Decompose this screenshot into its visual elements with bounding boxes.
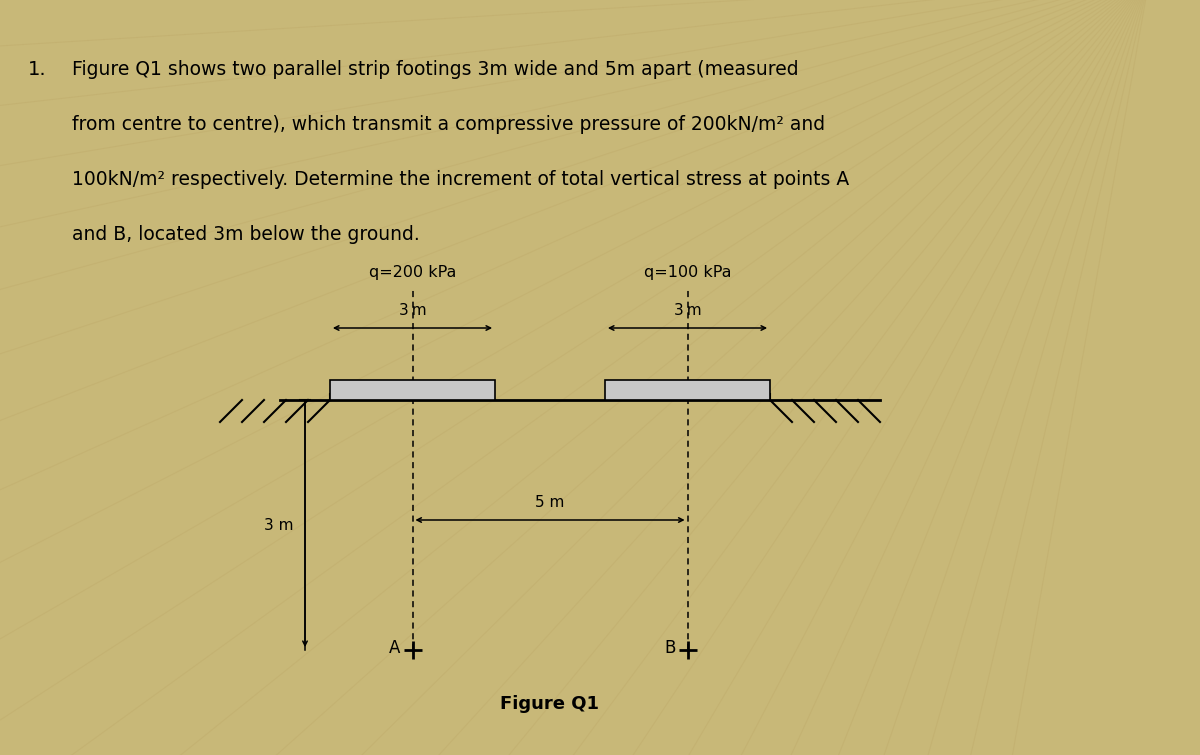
Text: 3 m: 3 m xyxy=(673,303,701,318)
Text: q=100 kPa: q=100 kPa xyxy=(643,265,731,280)
Text: Figure Q1: Figure Q1 xyxy=(500,695,600,713)
Text: B: B xyxy=(664,639,676,657)
Text: 3 m: 3 m xyxy=(398,303,426,318)
Text: and B, located 3m below the ground.: and B, located 3m below the ground. xyxy=(72,225,420,244)
Text: A: A xyxy=(389,639,401,657)
Text: Figure Q1 shows two parallel strip footings 3m wide and 5m apart (measured: Figure Q1 shows two parallel strip footi… xyxy=(72,60,799,79)
Text: 100kN/m² respectively. Determine the increment of total vertical stress at point: 100kN/m² respectively. Determine the inc… xyxy=(72,170,850,189)
Bar xyxy=(605,380,770,400)
Text: 1.: 1. xyxy=(28,60,47,79)
Text: 5 m: 5 m xyxy=(535,495,565,510)
Text: q=200 kPa: q=200 kPa xyxy=(368,265,456,280)
Text: 3 m: 3 m xyxy=(264,517,293,532)
Text: from centre to centre), which transmit a compressive pressure of 200kN/m² and: from centre to centre), which transmit a… xyxy=(72,115,826,134)
Bar xyxy=(330,380,496,400)
